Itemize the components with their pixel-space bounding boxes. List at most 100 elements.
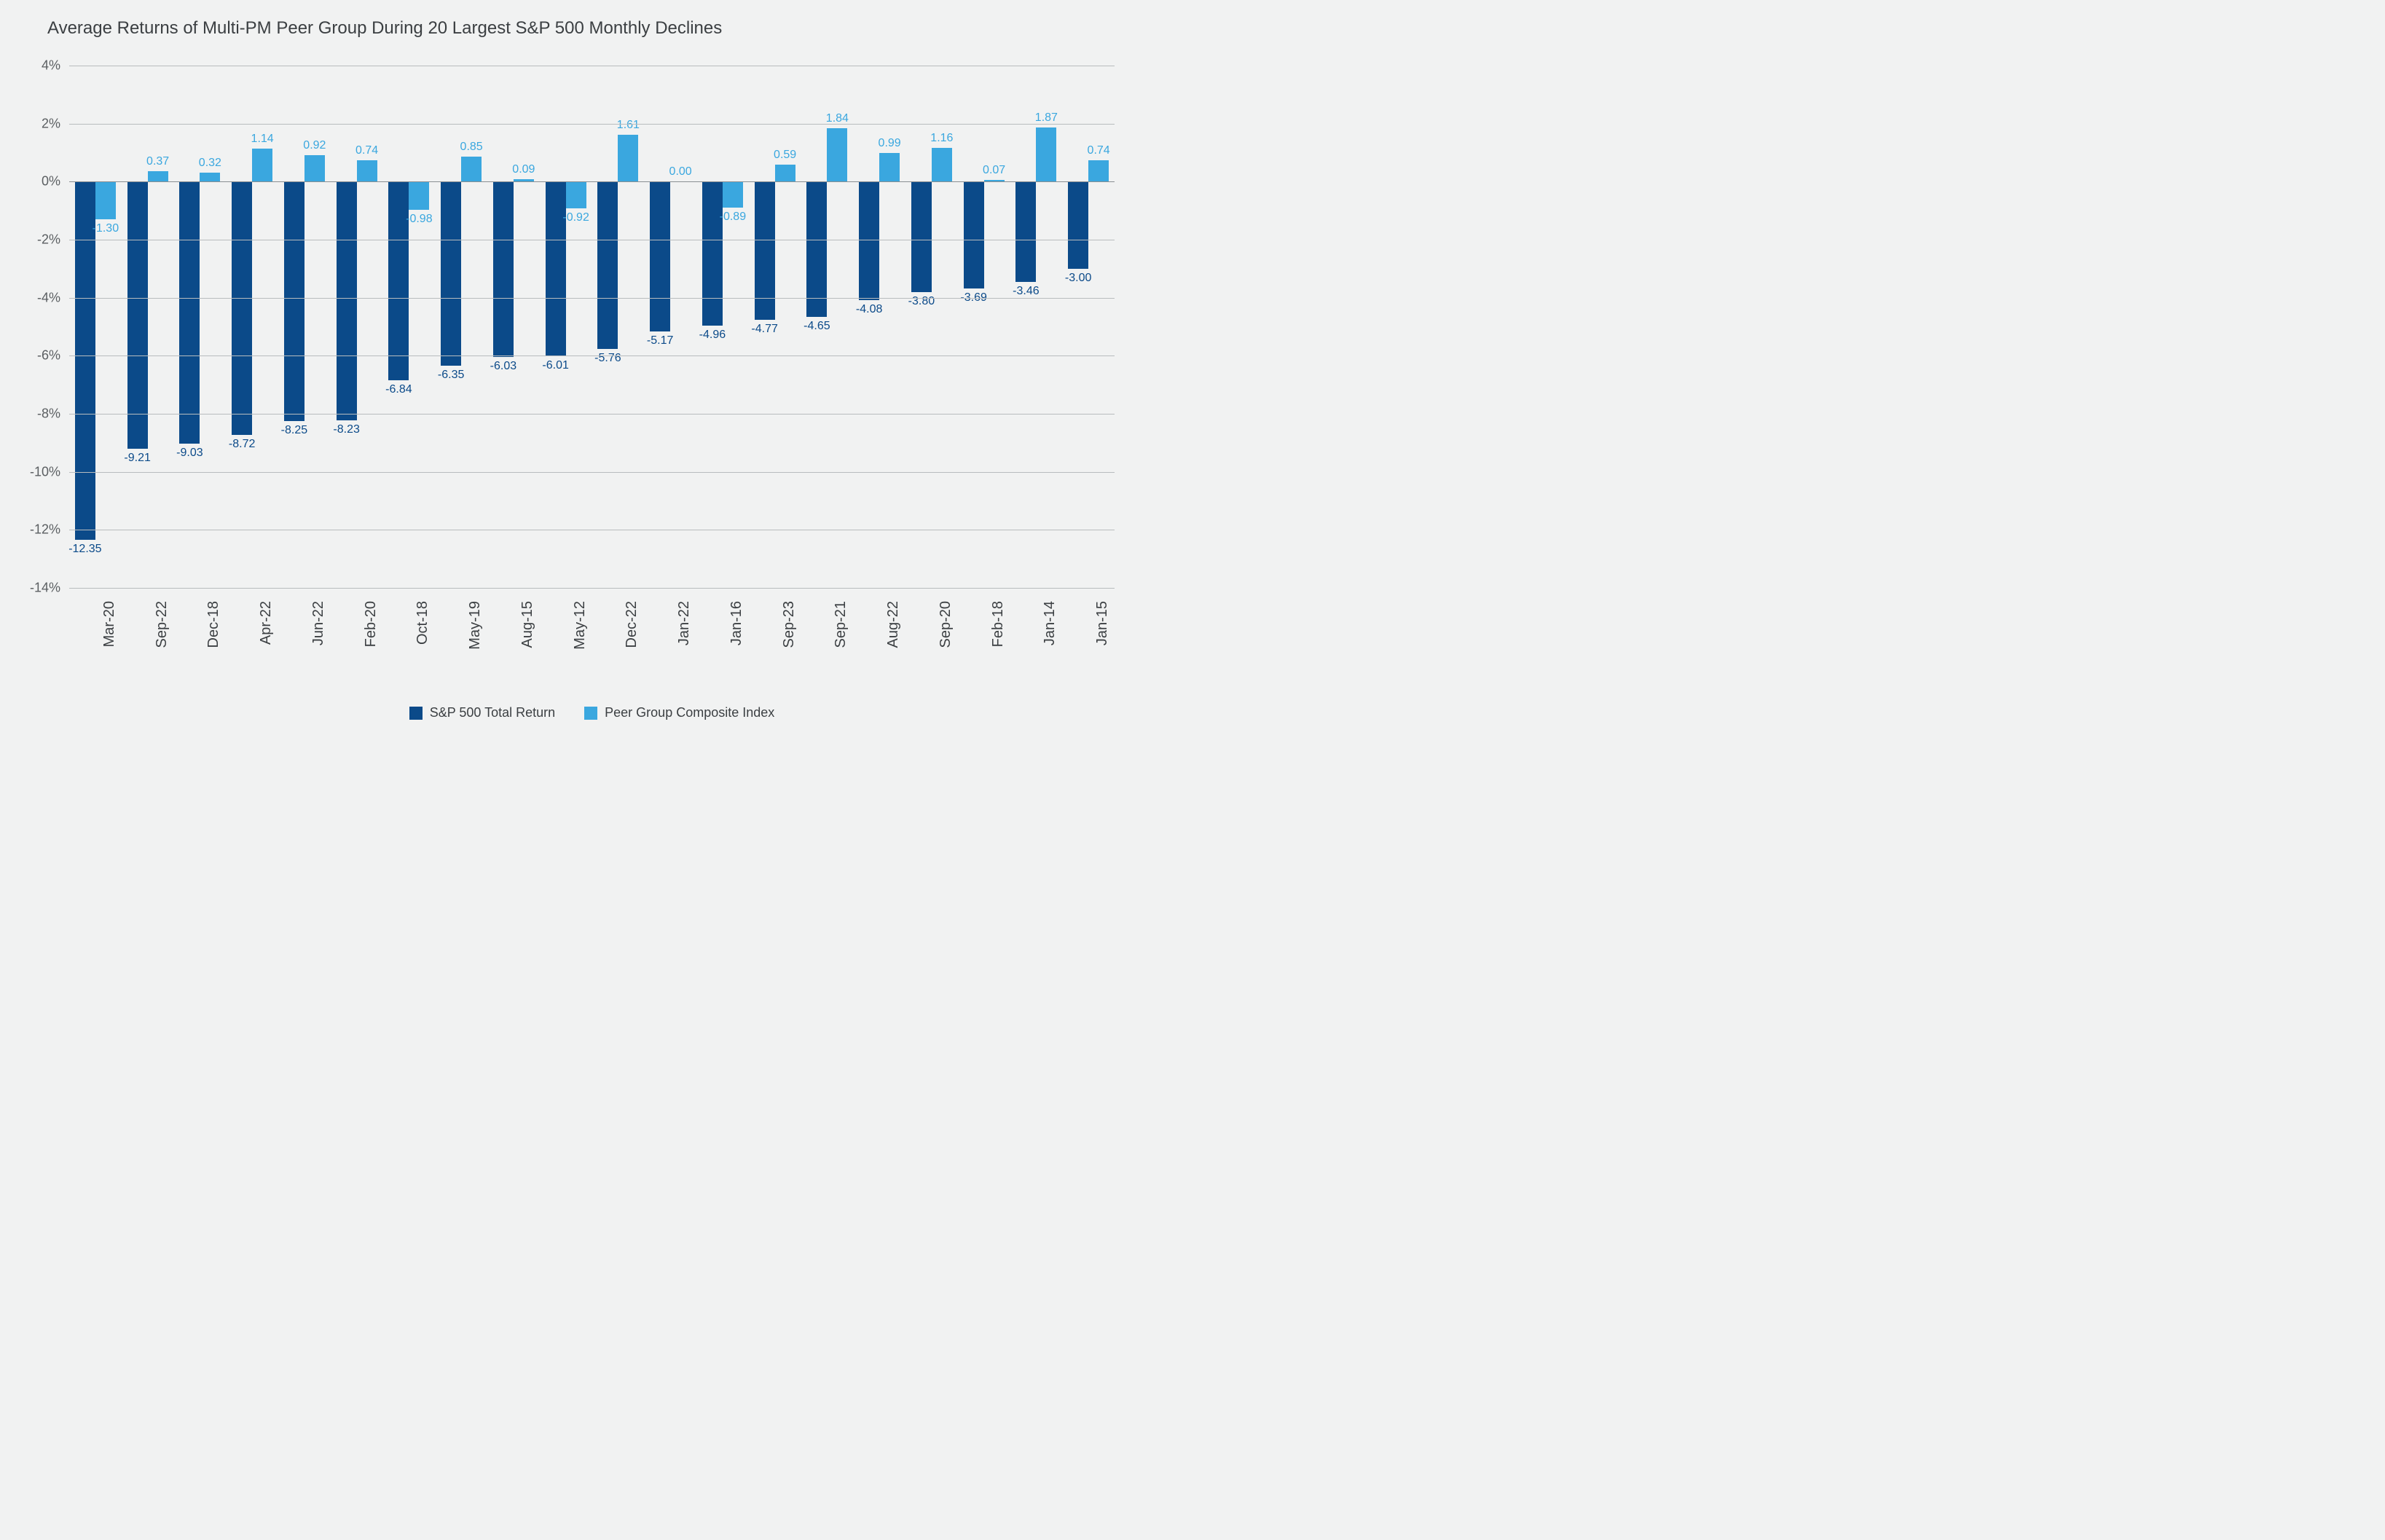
bar: [775, 165, 795, 182]
bar: [337, 181, 357, 420]
legend-swatch: [584, 707, 597, 720]
bar-value-label: -8.23: [333, 423, 359, 436]
bar: [964, 181, 984, 288]
bar-value-label: -6.03: [490, 360, 516, 373]
y-tick-label: -4%: [37, 290, 69, 305]
legend-label: Peer Group Composite Index: [605, 705, 774, 720]
x-tick-label: Aug-22: [885, 601, 902, 648]
x-tick-label: May-19: [467, 601, 484, 650]
x-tick-label: Sep-23: [781, 601, 798, 648]
bar: [388, 181, 409, 380]
bar-value-label: -6.01: [542, 359, 568, 372]
gridline: [69, 124, 1115, 125]
chart-container: Average Returns of Multi-PM Peer Group D…: [0, 0, 1136, 734]
bar: [232, 181, 252, 434]
bar-value-label: 0.99: [879, 137, 901, 150]
bar-value-label: -3.46: [1013, 285, 1039, 298]
bar: [148, 171, 168, 182]
x-tick-label: Jan-14: [1042, 601, 1058, 645]
bar-value-label: 0.59: [774, 149, 796, 162]
y-tick-label: -6%: [37, 348, 69, 364]
gridline: [69, 355, 1115, 356]
x-tick-label: Feb-20: [363, 601, 380, 647]
bar: [252, 149, 272, 181]
bar: [932, 148, 952, 181]
bar: [409, 181, 429, 210]
bar: [723, 181, 743, 207]
y-tick-label: -14%: [30, 581, 69, 596]
x-tick-label: Apr-22: [258, 601, 275, 645]
x-tick-label: Sep-21: [833, 601, 849, 648]
legend: S&P 500 Total Return Peer Group Composite…: [69, 705, 1115, 720]
y-tick-label: 2%: [42, 116, 69, 131]
bar: [284, 181, 304, 421]
bar-value-label: 1.16: [930, 132, 953, 145]
bar: [806, 181, 827, 316]
zero-gridline: [69, 181, 1115, 182]
gridline: [69, 298, 1115, 299]
bar-value-label: -6.84: [385, 383, 412, 396]
bar: [441, 181, 461, 366]
x-tick-label: Sep-22: [154, 601, 170, 648]
x-tick-label: Jan-15: [1094, 601, 1111, 645]
bar-value-label: -3.80: [908, 295, 935, 308]
bar: [879, 153, 900, 181]
gridline: [69, 414, 1115, 415]
x-axis: Mar-20 Sep-22 Dec-18 Apr-22 Jun-22 Feb-20 Oct-…: [69, 601, 1115, 703]
bar: [1015, 181, 1036, 282]
bar-value-label: 0.74: [355, 144, 378, 157]
y-tick-label: 0%: [42, 174, 69, 189]
bar-value-label: 0.32: [199, 157, 221, 170]
bar-value-label: 0.00: [669, 165, 692, 178]
bar-value-label: -8.25: [281, 424, 307, 437]
bar: [650, 181, 670, 331]
bar-value-label: -3.00: [1065, 272, 1091, 285]
bar-value-label: 0.07: [983, 164, 1005, 177]
bar: [95, 181, 116, 219]
legend-swatch: [409, 707, 423, 720]
bar-value-label: 1.87: [1035, 111, 1058, 125]
bar: [755, 181, 775, 320]
bar-value-label: -4.65: [803, 320, 830, 333]
bar: [911, 181, 932, 291]
bar: [304, 155, 325, 182]
x-tick-label: Sep-20: [938, 601, 954, 648]
bar-value-label: -5.17: [647, 334, 673, 347]
x-tick-label: Oct-18: [414, 601, 431, 645]
bar: [1036, 127, 1056, 181]
x-tick-label: Jun-22: [310, 601, 327, 645]
bar: [827, 128, 847, 181]
legend-item: Peer Group Composite Index: [584, 705, 774, 720]
x-tick-label: May-12: [572, 601, 589, 650]
bar: [461, 157, 482, 181]
bar: [127, 181, 148, 449]
bar: [859, 181, 879, 300]
legend-label: S&P 500 Total Return: [430, 705, 555, 720]
bar-value-label: -8.72: [229, 438, 255, 451]
bar-value-label: 1.14: [251, 133, 274, 146]
bar: [357, 160, 377, 181]
bar-value-label: -5.76: [594, 352, 621, 365]
bar-value-label: 0.74: [1088, 144, 1110, 157]
x-tick-label: Jan-16: [728, 601, 745, 645]
x-tick-label: Dec-18: [205, 601, 222, 648]
bar-value-label: -9.21: [124, 452, 150, 465]
x-tick-label: Dec-22: [624, 601, 640, 648]
bar-value-label: -4.77: [751, 323, 777, 336]
bar: [200, 173, 220, 182]
bar: [493, 181, 514, 356]
bar-value-label: 0.85: [460, 141, 483, 154]
y-tick-label: -8%: [37, 406, 69, 422]
bar-value-label: 0.09: [512, 163, 535, 176]
bar: [618, 135, 638, 181]
bar: [702, 181, 723, 326]
y-tick-label: -10%: [30, 464, 69, 479]
bar-value-label: -4.08: [856, 303, 882, 316]
y-tick-label: 4%: [42, 58, 69, 74]
bars-layer: -12.35-1.30-9.210.37-9.030.32-8.721.14-8…: [69, 66, 1115, 588]
bar-value-label: 0.92: [303, 139, 326, 152]
x-tick-label: Mar-20: [101, 601, 118, 647]
bar-value-label: -0.89: [720, 211, 746, 224]
bar-value-label: -4.96: [699, 329, 726, 342]
x-tick-label: Jan-22: [676, 601, 693, 645]
